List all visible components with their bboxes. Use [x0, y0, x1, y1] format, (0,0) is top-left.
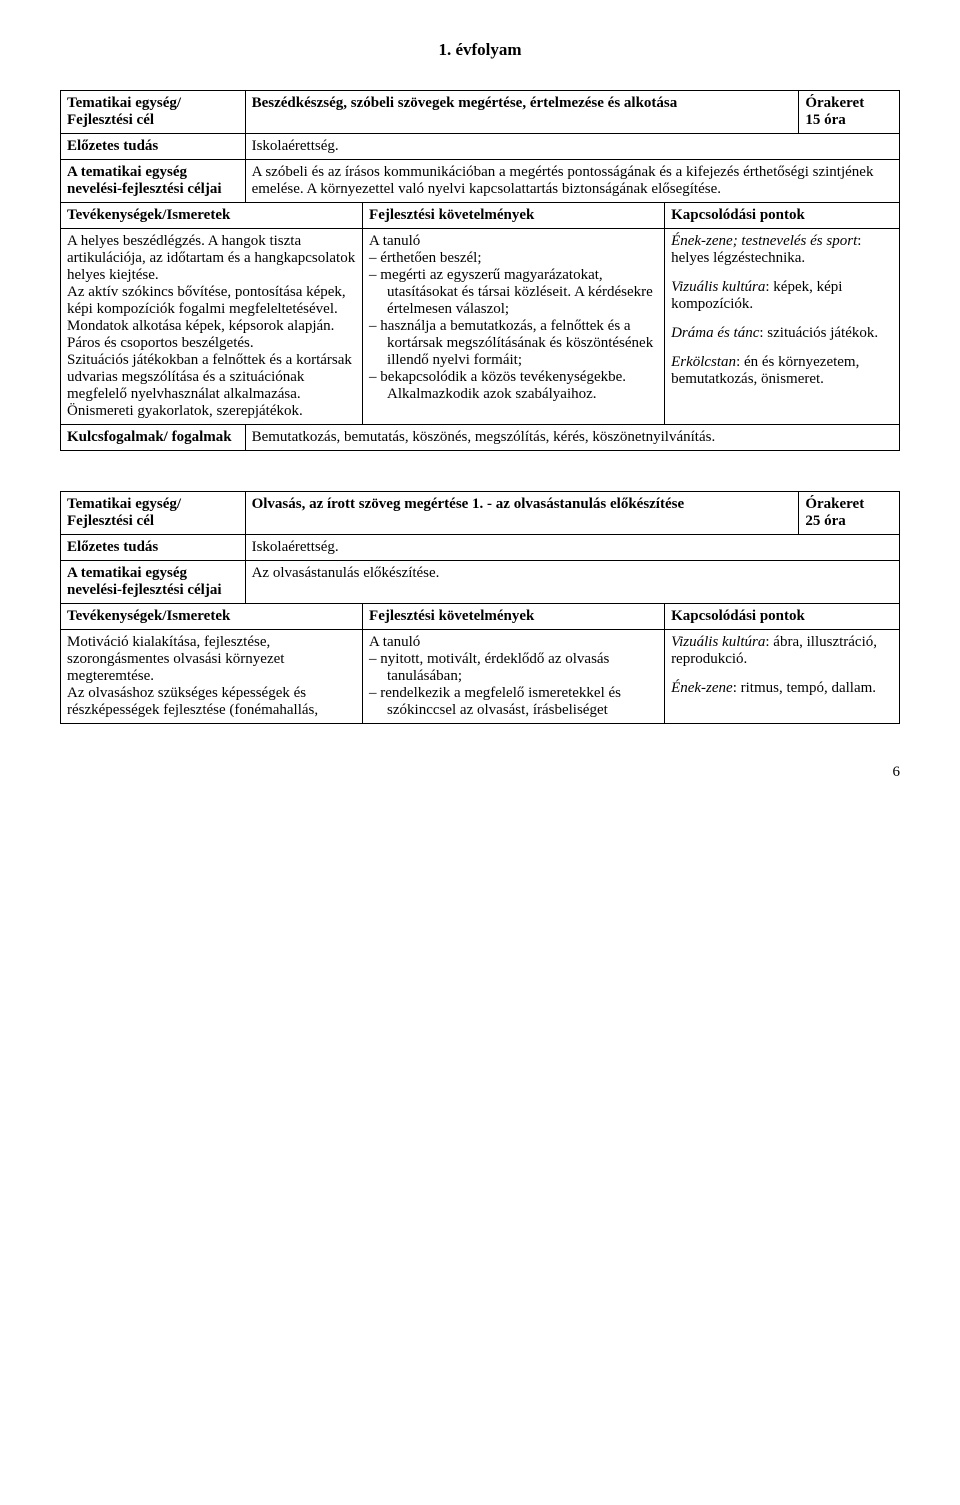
link-line: Ének-zene: ritmus, tempó, dallam. [671, 680, 893, 697]
orakeret-label-2: Órakeret [805, 496, 864, 512]
link-line: Vizuális kultúra: képek, képi kompozíció… [671, 279, 893, 313]
unit2-req-intro: A tanuló [369, 634, 658, 651]
elozetes-label: Előzetes tudás [61, 134, 246, 160]
link-subject: Ének-zene; testnevelés és sport [671, 233, 857, 249]
unit-2-table: Tematikai egység/ Fejlesztési cél Olvasá… [60, 491, 900, 724]
kulcsfogalmak-label: Kulcsfogalmak/ fogalmak [61, 425, 246, 451]
unit1-hours: 15 óra [805, 112, 845, 128]
tevekenysegek-label: Tevékenységek/Ismeretek [61, 203, 363, 229]
link-subject: Vizuális kultúra [671, 279, 765, 295]
link-subject: Erkölcstan [671, 354, 736, 370]
link-line: Erkölcstan: én és környezetem, bemutatko… [671, 354, 893, 388]
celjai-label: A tematikai egység nevelési-fejlesztési … [61, 160, 246, 203]
orakeret-label: Órakeret [805, 95, 864, 111]
fejlesztesi-label: Fejlesztési követelmények [363, 203, 665, 229]
list-item: nyitott, motivált, érdeklődő az olvasás … [387, 651, 658, 685]
kapcsolodasi-label-2: Kapcsolódási pontok [665, 604, 900, 630]
kapcsolodasi-label: Kapcsolódási pontok [665, 203, 900, 229]
unit2-topic: Olvasás, az írott szöveg megértése 1. - … [245, 492, 799, 535]
link-line: Ének-zene; testnevelés és sport: helyes … [671, 233, 893, 267]
list-item: megérti az egyszerű magyarázatokat, utas… [387, 267, 658, 318]
unit2-hours-cell: Órakeret 25 óra [799, 492, 900, 535]
link-subject: Dráma és tánc [671, 325, 759, 341]
list-item: rendelkezik a megfelelő ismeretekkel és … [387, 685, 658, 719]
tematikai-label-2: Tematikai egység/ Fejlesztési cél [61, 492, 246, 535]
unit1-activities: A helyes beszédlégzés. A hangok tiszta a… [61, 229, 363, 425]
unit2-hours: 25 óra [805, 513, 845, 529]
link-line: Dráma és tánc: szituációs játékok. [671, 325, 893, 342]
unit1-req-intro: A tanuló [369, 233, 658, 250]
unit1-req-list: érthetően beszél;megérti az egyszerű mag… [369, 250, 658, 403]
list-item: használja a bemutatkozás, a felnőttek és… [387, 318, 658, 369]
unit1-prior: Iskolaérettség. [245, 134, 899, 160]
unit2-req-list: nyitott, motivált, érdeklődő az olvasás … [369, 651, 658, 719]
list-item: érthetően beszél; [387, 250, 658, 267]
unit1-keywords: Bemutatkozás, bemutatás, köszönés, megsz… [245, 425, 899, 451]
link-subject: Vizuális kultúra [671, 634, 765, 650]
page-number: 6 [60, 764, 900, 781]
tematikai-label: Tematikai egység/ Fejlesztési cél [61, 91, 246, 134]
unit2-prior: Iskolaérettség. [245, 535, 899, 561]
unit1-hours-cell: Órakeret 15 óra [799, 91, 900, 134]
fejlesztesi-label-2: Fejlesztési követelmények [363, 604, 665, 630]
link-subject: Ének-zene [671, 680, 733, 696]
unit1-links: Ének-zene; testnevelés és sport: helyes … [665, 229, 900, 425]
unit1-topic: Beszédkészség, szóbeli szövegek megértés… [245, 91, 799, 134]
unit2-requirements: A tanuló nyitott, motivált, érdeklődő az… [363, 630, 665, 724]
page-title: 1. évfolyam [60, 40, 900, 60]
unit1-goals: A szóbeli és az írásos kommunikációban a… [245, 160, 899, 203]
unit2-activities: Motiváció kialakítása, fejlesztése, szor… [61, 630, 363, 724]
list-item: bekapcsolódik a közös tevékenységekbe. A… [387, 369, 658, 403]
unit2-links: Vizuális kultúra: ábra, illusztráció, re… [665, 630, 900, 724]
celjai-label-2: A tematikai egység nevelési-fejlesztési … [61, 561, 246, 604]
unit1-requirements: A tanuló érthetően beszél;megérti az egy… [363, 229, 665, 425]
tevekenysegek-label-2: Tevékenységek/Ismeretek [61, 604, 363, 630]
link-line: Vizuális kultúra: ábra, illusztráció, re… [671, 634, 893, 668]
unit-1-table: Tematikai egység/ Fejlesztési cél Beszéd… [60, 90, 900, 451]
elozetes-label-2: Előzetes tudás [61, 535, 246, 561]
unit2-goals: Az olvasástanulás előkészítése. [245, 561, 899, 604]
